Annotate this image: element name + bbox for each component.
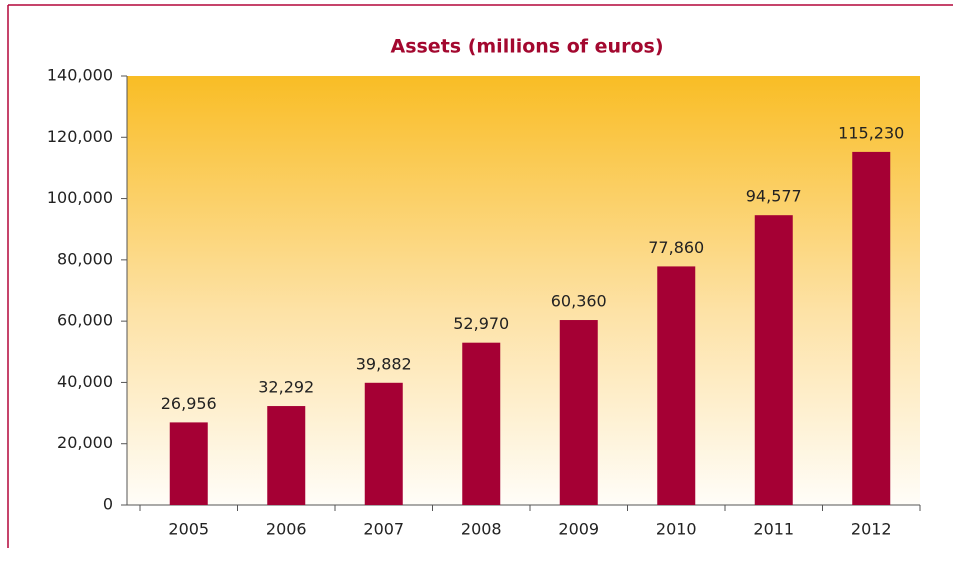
bar	[754, 215, 793, 505]
value-label: 39,882	[356, 354, 412, 373]
value-label: 115,230	[838, 123, 904, 142]
value-label: 32,292	[258, 378, 314, 397]
x-tick-label: 2006	[266, 520, 307, 539]
bar	[169, 422, 208, 505]
x-tick-label: 2008	[461, 520, 502, 539]
value-label: 26,956	[161, 394, 217, 413]
y-tick-label: 0	[103, 495, 113, 514]
y-tick-label: 60,000	[57, 311, 113, 330]
value-label: 94,577	[746, 187, 802, 206]
y-tick-label: 20,000	[57, 433, 113, 452]
y-tick-label: 80,000	[57, 249, 113, 268]
bar	[267, 406, 306, 505]
x-tick-label: 2009	[558, 520, 599, 539]
x-tick-label: 2010	[656, 520, 697, 539]
value-label: 77,860	[648, 238, 704, 257]
bar	[657, 266, 696, 505]
y-tick-label: 140,000	[47, 66, 113, 85]
value-label: 60,360	[551, 292, 607, 311]
bar	[364, 382, 403, 505]
x-tick-label: 2005	[168, 520, 209, 539]
bar	[852, 151, 891, 506]
bar	[462, 342, 501, 505]
x-tick-label: 2007	[363, 520, 404, 539]
x-tick-label: 2011	[753, 520, 794, 539]
y-tick-label: 120,000	[47, 127, 113, 146]
y-tick-label: 100,000	[47, 188, 113, 207]
x-tick-label: 2012	[851, 520, 892, 539]
y-tick-label: 40,000	[57, 372, 113, 391]
bar	[559, 320, 598, 505]
chart-title: Assets (millions of euros)	[390, 36, 663, 58]
value-label: 52,970	[453, 314, 509, 333]
plot-background	[127, 76, 920, 505]
